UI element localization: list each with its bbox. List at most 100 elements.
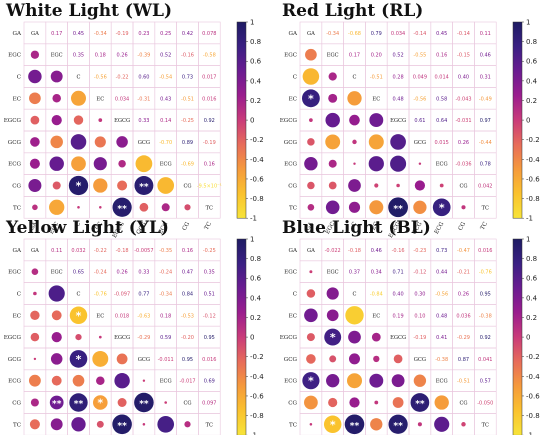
corr-circle — [323, 415, 342, 434]
corr-circle — [309, 118, 313, 122]
corr-circle — [352, 139, 357, 145]
corr-circle — [304, 156, 318, 171]
y-axis-tick-label: C — [293, 292, 297, 298]
y-axis-tick-label: EGC — [284, 53, 297, 59]
corr-circle — [142, 423, 146, 426]
corr-circle — [50, 418, 63, 431]
corr-circle — [326, 374, 340, 388]
corr-circle — [93, 157, 107, 171]
corr-value-label: 0.57 — [480, 379, 491, 385]
colorbar-tick-label: -1 — [250, 432, 257, 435]
significance-marker: ** — [139, 400, 149, 410]
significance-marker: * — [76, 353, 82, 366]
corr-circle — [30, 310, 40, 321]
diagonal-label: EGC — [327, 270, 339, 276]
y-axis-tick-label: CG — [288, 184, 297, 190]
diagonal-label: GCG — [414, 140, 426, 146]
corr-value-label: 0.26 — [117, 53, 128, 59]
y-axis-tick-label: ECG — [8, 379, 21, 385]
corr-value-label: 0.41 — [436, 335, 447, 341]
y-axis-tick-label: EC — [13, 96, 21, 102]
corr-circle — [328, 181, 337, 190]
colorbar-tick-label: 0 — [526, 334, 530, 342]
corr-value-label: -0.51 — [370, 75, 383, 81]
corr-circle — [328, 93, 338, 103]
grid-cell — [198, 413, 221, 435]
corr-circle — [326, 287, 339, 300]
corr-value-label: -0.34 — [159, 292, 172, 298]
significance-marker: ** — [350, 421, 360, 431]
corr-value-label: -0.14 — [457, 31, 470, 37]
corr-circle — [393, 354, 403, 364]
corr-circle — [112, 414, 132, 435]
x-axis-tick-label: EC — [95, 221, 104, 231]
colorbar-tick-label: -0.6 — [250, 175, 264, 183]
corr-circle — [304, 395, 318, 410]
corr-value-label: 0.33 — [138, 118, 149, 124]
corr-circle — [134, 176, 154, 195]
corr-circle — [417, 422, 422, 427]
corr-circle — [374, 183, 379, 188]
diagonal-label: EC — [96, 313, 104, 319]
corr-value-label: 0.11 — [51, 248, 62, 254]
corr-value-label: 0.16 — [182, 248, 193, 254]
corr-circle — [349, 114, 360, 126]
corr-value-label: 0.17 — [51, 31, 62, 37]
corr-circle — [117, 398, 127, 407]
diagonal-label: ECG — [160, 162, 172, 168]
corr-value-label: -0.54 — [159, 75, 172, 81]
diagonal-label: EGCG — [114, 118, 130, 124]
corr-value-label: 0.31 — [480, 75, 491, 81]
corr-value-label: 0.14 — [160, 118, 171, 124]
significance-marker: * — [330, 331, 336, 344]
corr-value-label: 0.036 — [456, 313, 470, 319]
corr-circle — [161, 203, 170, 212]
y-axis-tick-label: GCG — [8, 140, 22, 146]
corr-circle — [349, 353, 360, 365]
corr-circle — [370, 418, 383, 431]
colorbar — [512, 21, 523, 219]
corr-circle — [31, 268, 39, 276]
significance-marker: * — [439, 201, 445, 214]
corr-circle — [369, 200, 384, 215]
corr-value-label: -0.69 — [181, 162, 194, 168]
corr-circle — [368, 134, 384, 150]
diagonal-label: GA — [31, 31, 39, 37]
corr-value-label: 0.032 — [71, 248, 85, 254]
corr-value-label: 0.26 — [458, 292, 469, 298]
corr-value-label: 0.48 — [436, 313, 447, 319]
corr-value-label: -0.44 — [479, 140, 492, 146]
corr-value-label: 0.042 — [478, 184, 492, 190]
corr-value-label: 0.33 — [138, 270, 149, 276]
corr-value-label: 0.95 — [204, 335, 215, 341]
corr-circle — [32, 204, 38, 211]
corr-circle — [413, 200, 427, 214]
corr-value-label: -0.011 — [158, 357, 174, 363]
corr-circle — [50, 135, 63, 149]
colorbar-tick-label: 0 — [250, 117, 254, 125]
diagonal-label: C — [77, 292, 81, 298]
diagonal-label: EC — [372, 96, 380, 102]
corr-circle — [69, 393, 88, 412]
y-axis-tick-label: EGC — [284, 270, 297, 276]
corr-circle — [49, 156, 64, 171]
y-axis-tick-label: GA — [288, 248, 297, 254]
colorbar-tick-label: 0.4 — [250, 77, 262, 85]
colorbar-tick-label: 0.6 — [526, 275, 538, 283]
corr-circle — [70, 134, 87, 150]
corr-circle — [69, 306, 88, 325]
corr-value-label: -0.0057 — [134, 248, 153, 254]
corr-value-label: 0.92 — [480, 335, 491, 341]
corr-circle — [347, 91, 362, 106]
corr-value-label: 0.35 — [204, 270, 215, 276]
x-axis-tick-label: CG — [182, 221, 192, 232]
significance-marker: * — [308, 92, 314, 105]
corr-circle — [118, 159, 126, 168]
corr-circle — [28, 179, 42, 192]
corr-value-label: -0.12 — [413, 270, 426, 276]
corr-value-label: 0.71 — [393, 270, 404, 276]
colorbar-tick-label: -1 — [250, 215, 257, 223]
corr-circle — [139, 202, 149, 212]
corr-circle — [373, 355, 380, 363]
